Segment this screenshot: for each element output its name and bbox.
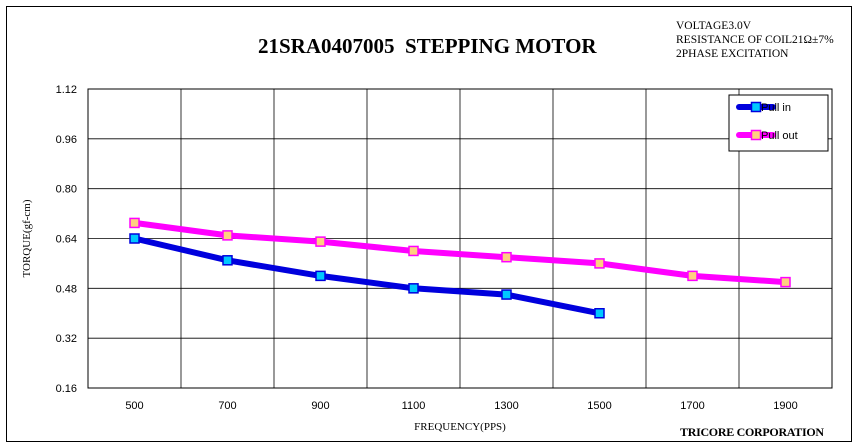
- y-tick-label: 0.32: [56, 333, 77, 345]
- series-layer: [129, 217, 791, 319]
- data-point-pull-in: [501, 289, 512, 300]
- legend-marker-pull-out: [750, 129, 762, 141]
- legend-marker-pull-in: [750, 101, 762, 113]
- note-excitation: 2PHASE EXCITATION: [676, 48, 789, 60]
- data-point-pull-in: [222, 255, 233, 266]
- data-point-pull-out: [315, 236, 326, 247]
- grid-lines: [87, 88, 833, 389]
- plot-area: [87, 88, 833, 389]
- y-tick-label: 0.80: [56, 184, 77, 196]
- legend-label-pull-in: Pull in: [761, 102, 791, 114]
- y-tick-label: 0.16: [56, 383, 77, 395]
- chart-notes: VOLTAGE3.0V RESISTANCE OF COIL21Ω±7% 2PH…: [676, 19, 834, 61]
- y-tick-label: 0.96: [56, 134, 77, 146]
- data-point-pull-in: [594, 308, 605, 319]
- series-line-pull-in: [131, 235, 603, 317]
- legend-label-pull-out: Pull out: [761, 130, 798, 142]
- data-point-pull-out: [222, 230, 233, 241]
- chart-title: 21SRA0407005 STEPPING MOTOR: [258, 34, 597, 58]
- data-point-pull-out: [129, 217, 140, 229]
- data-point-pull-out: [594, 258, 605, 269]
- x-tick-label: 1300: [494, 400, 518, 412]
- y-tick-label: 0.64: [56, 234, 77, 246]
- x-tick-label: 900: [311, 400, 329, 412]
- note-resistance: RESISTANCE OF COIL21Ω±7%: [676, 34, 834, 46]
- x-tick-label: 500: [125, 400, 143, 412]
- note-voltage: VOLTAGE3.0V: [676, 20, 751, 32]
- data-point-pull-out: [780, 276, 791, 288]
- y-axis-label: TORQUE(gf-cm): [21, 199, 33, 277]
- legend: Pull in Pull out: [728, 94, 829, 152]
- data-point-pull-out: [687, 270, 698, 282]
- data-point-pull-in: [129, 233, 140, 244]
- data-point-pull-in: [408, 283, 419, 294]
- x-tick-labels: 500 700 900 1100 1300 1500 1700 1900: [125, 400, 797, 412]
- x-tick-label: 700: [218, 400, 236, 412]
- data-point-pull-out: [408, 245, 419, 257]
- data-point-pull-out: [501, 251, 512, 263]
- series-line-pull-out: [131, 219, 789, 286]
- x-axis-label: FREQUENCY(PPS): [414, 421, 506, 433]
- data-point-pull-in: [315, 270, 326, 282]
- x-tick-label: 1100: [402, 400, 426, 412]
- company-name: TRICORE CORPORATION: [680, 425, 824, 439]
- y-tick-labels: 1.12 0.96 0.80 0.64 0.48 0.32 0.16: [56, 84, 77, 395]
- x-tick-label: 1500: [587, 400, 611, 412]
- x-tick-label: 1900: [773, 400, 797, 412]
- y-tick-label: 0.48: [56, 283, 77, 295]
- y-tick-label: 1.12: [56, 84, 77, 96]
- x-tick-label: 1700: [680, 400, 704, 412]
